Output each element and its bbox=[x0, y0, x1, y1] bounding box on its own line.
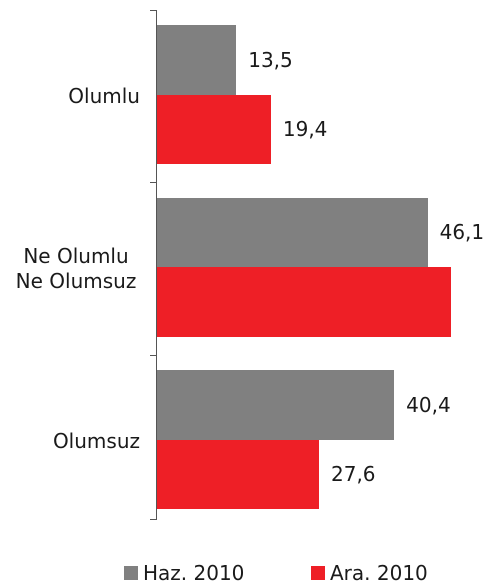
axis-tick bbox=[150, 10, 157, 11]
value-label: 46,1 bbox=[439, 220, 485, 245]
category-label: Olumsuz bbox=[0, 355, 140, 528]
value-label: 13,5 bbox=[248, 47, 293, 72]
bar bbox=[157, 25, 237, 95]
axis-tick bbox=[150, 182, 157, 183]
category-text: Ne Olumlu Ne Olumsuz bbox=[15, 243, 137, 293]
category-label: Ne Olumlu Ne Olumsuz bbox=[0, 183, 140, 356]
bar bbox=[157, 439, 319, 509]
axis-line bbox=[156, 10, 157, 520]
legend-swatch bbox=[311, 566, 325, 580]
axis-tick bbox=[150, 355, 157, 356]
legend-label: Haz. 2010 bbox=[143, 561, 245, 585]
legend-label: Ara. 2010 bbox=[330, 561, 428, 585]
value-label: 19,4 bbox=[282, 117, 328, 142]
value-label: 27,6 bbox=[331, 462, 376, 487]
category-text: Olumlu bbox=[68, 83, 140, 108]
bar bbox=[157, 267, 452, 337]
category-label: Olumlu bbox=[0, 10, 140, 183]
legend-swatch bbox=[124, 566, 138, 580]
category-text: Olumsuz bbox=[52, 428, 140, 453]
bar bbox=[157, 370, 395, 440]
bar bbox=[157, 197, 428, 267]
axis-tick bbox=[150, 519, 157, 520]
bar bbox=[157, 94, 271, 164]
value-label: 40,4 bbox=[406, 392, 451, 417]
